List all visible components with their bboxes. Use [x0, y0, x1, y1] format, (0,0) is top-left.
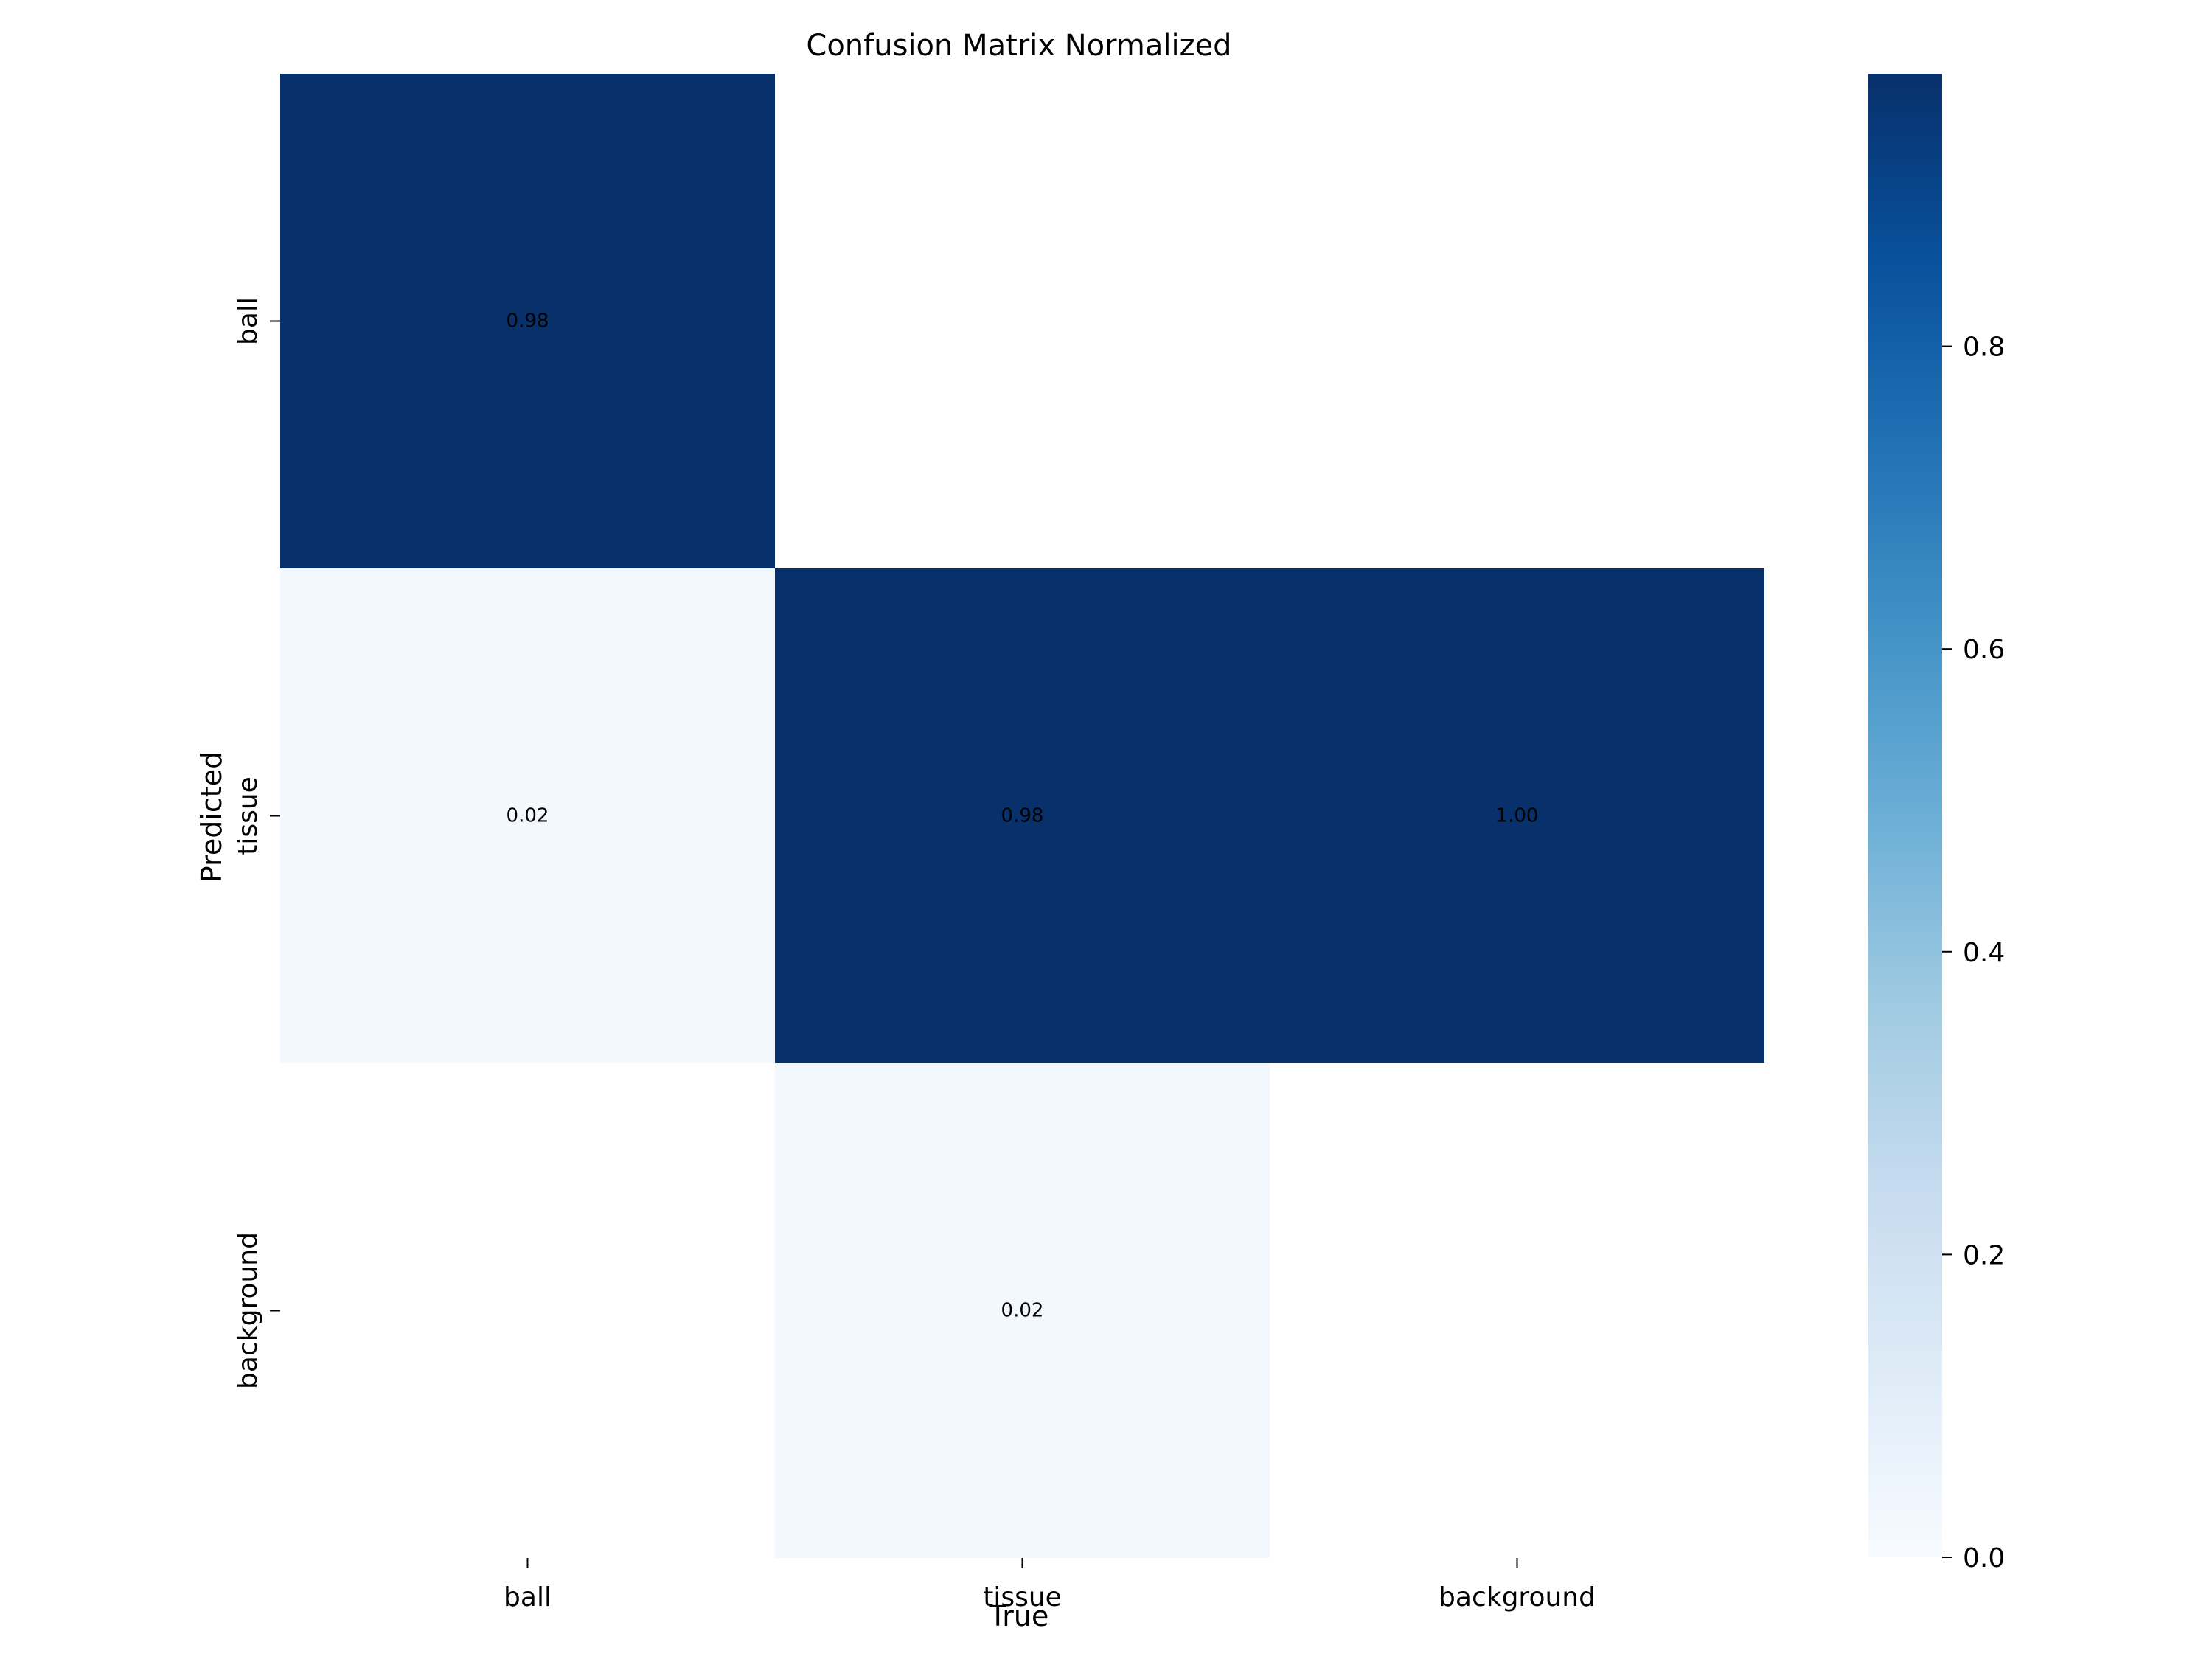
colorbar-tick-label: 0.4	[1963, 938, 2005, 968]
heatmap-cell	[1270, 568, 1764, 1063]
x-tick-label: background	[1439, 1582, 1596, 1613]
heatmap-cell-labels: 0.98 0.02 0.98 1.00 0.02	[507, 310, 1539, 1322]
x-tick-label: tissue	[983, 1582, 1062, 1613]
heatmap-cell	[280, 74, 775, 568]
x-axis-ticks: ball tissue background	[504, 1558, 1596, 1613]
cell-value-label: 0.98	[1001, 805, 1044, 827]
cell-value-label: 0.02	[507, 805, 549, 827]
cell-value-label: 0.98	[507, 310, 549, 333]
colorbar-ticks: 0.0 0.2 0.4 0.6 0.8	[1942, 333, 2005, 1573]
x-tick-label: ball	[504, 1582, 552, 1613]
cell-value-label: 1.00	[1496, 805, 1539, 827]
heatmap-cell	[775, 568, 1270, 1063]
chart-title: Confusion Matrix Normalized	[806, 29, 1231, 63]
y-axis-label: Predicted	[195, 751, 228, 883]
colorbar-tick-label: 0.6	[1963, 635, 2005, 665]
heatmap-cells	[280, 74, 1764, 1558]
y-tick-label: ball	[233, 297, 263, 345]
cell-value-label: 0.02	[1001, 1300, 1044, 1322]
x-axis-label: True	[989, 1600, 1049, 1632]
heatmap-cell	[775, 1063, 1270, 1558]
colorbar-tick-label: 0.8	[1963, 333, 2005, 363]
heatmap-cell	[280, 568, 775, 1063]
y-tick-label: background	[233, 1232, 263, 1389]
y-axis-ticks: ball tissue background	[233, 297, 280, 1389]
colorbar-tick-label: 0.0	[1963, 1543, 2005, 1573]
colorbar-tick-label: 0.2	[1963, 1240, 2005, 1270]
colorbar	[1868, 74, 1942, 1557]
y-tick-label: tissue	[233, 776, 263, 855]
